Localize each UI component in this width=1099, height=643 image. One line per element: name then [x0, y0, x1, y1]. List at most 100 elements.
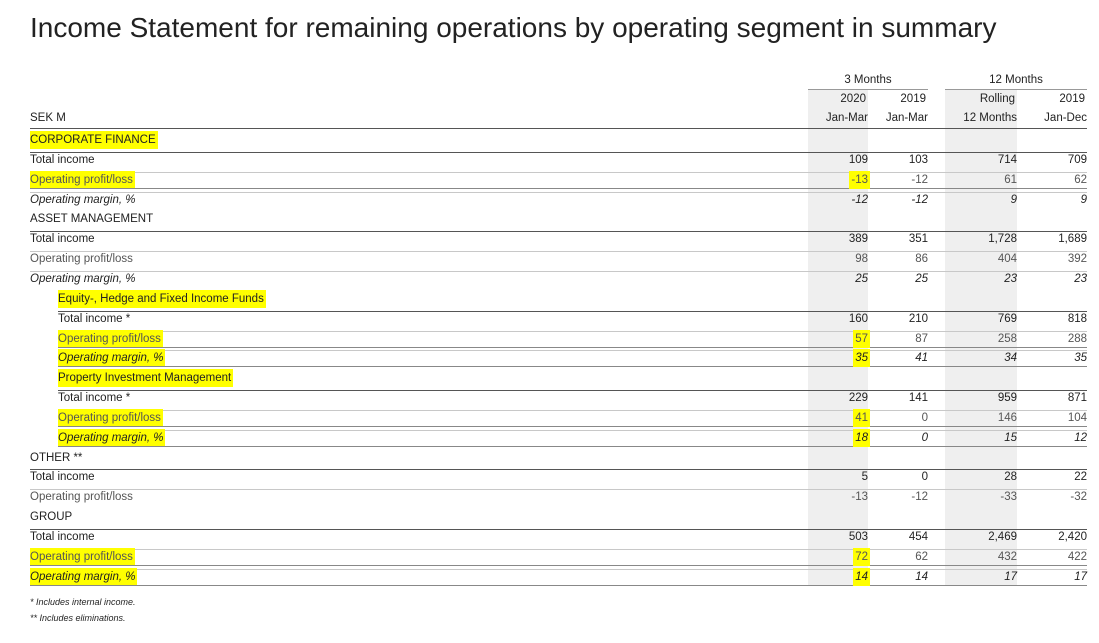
cell-value: -12: [851, 193, 868, 206]
row-label: Equity-, Hedge and Fixed Income Funds: [58, 289, 266, 308]
cell-value: -12: [911, 173, 928, 186]
rule: [30, 489, 1087, 491]
cell-value: 15: [1004, 431, 1017, 444]
cell-value: 17: [1074, 570, 1087, 583]
cell-value: 146: [997, 411, 1017, 424]
row-label: Total income *: [58, 392, 131, 405]
cell-value: 14: [915, 570, 928, 583]
column-year: 2020: [840, 93, 866, 105]
cell-value: 210: [908, 312, 928, 325]
column-period: 12 Months: [963, 112, 1017, 124]
row-label: Property Investment Management: [58, 369, 234, 388]
cell-value: 12: [1074, 431, 1087, 444]
highlight-rule: [30, 187, 1087, 189]
column-year: Rolling: [979, 93, 1015, 105]
rule: [58, 350, 1087, 352]
row-label: Operating profit/loss: [30, 170, 135, 189]
highlight-rule: [58, 346, 1087, 348]
rule: [30, 128, 1087, 129]
cell-value: 41: [915, 352, 928, 365]
row-label: Operating margin, %: [30, 272, 136, 285]
cell-value: 160: [848, 312, 868, 325]
cell-value: 62: [915, 550, 928, 563]
cell-value: 18: [853, 428, 870, 447]
cell-value: 432: [997, 550, 1017, 563]
cell-value: 1,689: [1058, 233, 1087, 246]
row-label: Total income: [30, 531, 95, 543]
cell-value: 288: [1067, 332, 1087, 345]
rule: [945, 89, 1087, 90]
highlight-rule: [30, 564, 1087, 566]
cell-value: 503: [848, 531, 868, 543]
cell-value: 17: [1004, 570, 1017, 583]
rule: [30, 568, 1087, 570]
cell-value: 104: [1067, 411, 1087, 424]
cell-value: 2,420: [1058, 531, 1087, 543]
column-group: 3 Months: [844, 74, 892, 86]
row-label: Operating margin, %: [30, 567, 138, 586]
column-group: 12 Months: [989, 74, 1043, 86]
cell-value: 389: [848, 233, 868, 246]
cell-value: 818: [1067, 312, 1087, 325]
cell-value: 351: [908, 233, 928, 246]
row-label: Total income *: [58, 312, 131, 325]
rule: [58, 390, 1087, 392]
cell-value: 9: [1080, 193, 1087, 206]
rule: [58, 429, 1087, 431]
cell-value: 0: [921, 431, 928, 444]
cell-value: 0: [921, 411, 928, 424]
cell-value: 392: [1067, 253, 1087, 266]
cell-value: 2,469: [988, 531, 1017, 543]
rule: [58, 330, 1087, 332]
cell-value: -12: [911, 491, 928, 504]
cell-value: 61: [1004, 173, 1017, 186]
cell-value: 1,728: [988, 233, 1017, 246]
row-label: Total income: [30, 153, 95, 166]
cell-value: 5: [861, 471, 868, 484]
rule: [58, 409, 1087, 411]
title: Income Statement for remaining operation…: [30, 12, 997, 43]
cell-value: 103: [908, 153, 928, 166]
cell-value: 22: [1074, 471, 1087, 484]
rule: [30, 231, 1087, 233]
column-period: Jan-Mar: [885, 112, 928, 124]
column-year: 2019: [900, 93, 926, 105]
cell-value: 422: [1067, 550, 1087, 563]
cell-value: 109: [848, 153, 868, 166]
cell-value: 0: [921, 471, 928, 484]
row-label: GROUP: [30, 511, 73, 524]
row-label: Total income: [30, 471, 95, 484]
row-label: Operating margin, %: [58, 428, 166, 447]
row-label: ASSET MANAGEMENT: [30, 213, 154, 226]
cell-value: 709: [1067, 153, 1087, 166]
cell-value: 959: [997, 392, 1017, 405]
cell-value: 34: [1004, 352, 1017, 365]
row-label: OTHER **: [30, 451, 83, 464]
cell-value: 23: [1004, 272, 1017, 285]
column-year: 2019: [1059, 93, 1085, 105]
cell-value: 404: [997, 253, 1017, 266]
row-label: Operating margin, %: [30, 193, 136, 206]
highlight-rule: [30, 584, 1087, 586]
cell-value: 9: [1010, 193, 1017, 206]
cell-value: -33: [1000, 491, 1017, 504]
row-label: CORPORATE FINANCE: [30, 131, 158, 149]
highlight-rule: [58, 445, 1087, 447]
row-label: Operating profit/loss: [58, 329, 163, 348]
cell-value: 141: [908, 392, 928, 405]
rule: [30, 529, 1087, 530]
cell-value: -13: [851, 491, 868, 504]
highlight-rule: [58, 366, 1087, 368]
cell-value: 14: [853, 567, 870, 586]
cell-value: 769: [997, 312, 1017, 325]
cell-value: 62: [1074, 173, 1087, 186]
row-label: Operating profit/loss: [30, 547, 135, 566]
highlight-rule: [58, 425, 1087, 427]
rule: [30, 548, 1087, 550]
cell-value: 258: [997, 332, 1017, 345]
cell-value: 229: [848, 392, 868, 405]
rule: [30, 191, 1087, 193]
rule: [30, 171, 1087, 173]
cell-value: 35: [1074, 352, 1087, 365]
